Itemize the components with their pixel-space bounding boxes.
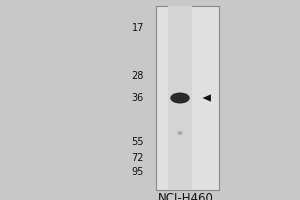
Bar <box>168 6 192 190</box>
Ellipse shape <box>177 131 183 135</box>
Text: 95: 95 <box>132 167 144 177</box>
Polygon shape <box>202 94 211 102</box>
Text: 55: 55 <box>131 137 144 147</box>
Text: 36: 36 <box>132 93 144 103</box>
Bar <box>156 6 219 190</box>
Text: NCI-H460: NCI-H460 <box>158 192 214 200</box>
Text: 72: 72 <box>131 153 144 163</box>
Ellipse shape <box>170 92 190 104</box>
Text: 28: 28 <box>132 71 144 81</box>
Text: 17: 17 <box>132 23 144 33</box>
